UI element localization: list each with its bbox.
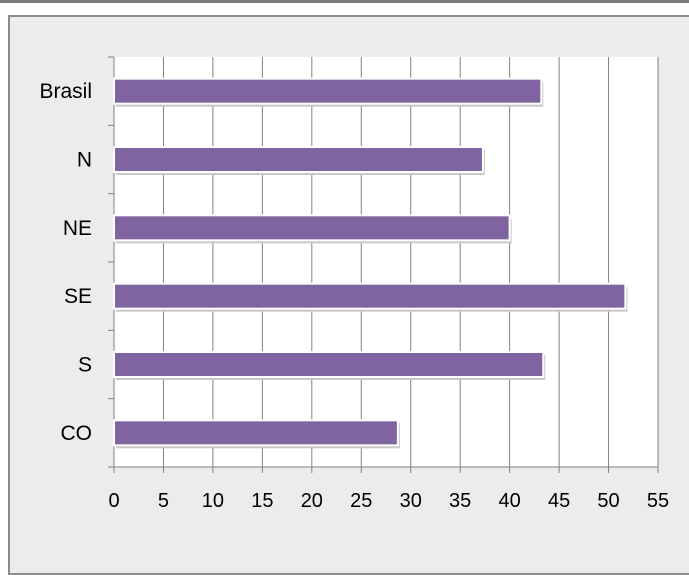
category-label: SE	[64, 285, 92, 308]
bars	[113, 77, 628, 449]
x-tick-label: 40	[499, 490, 521, 512]
axes	[108, 56, 659, 473]
x-tick-label: 0	[108, 490, 119, 512]
bar	[113, 77, 543, 105]
top-border-line	[0, 0, 689, 3]
x-tick-labels: 0 5 10 15 20 25 30 35 40 45 50 55	[108, 490, 669, 512]
category-label: S	[78, 354, 92, 377]
category-label: Brasil	[39, 80, 92, 103]
x-tick-label: 15	[251, 490, 273, 512]
x-tick-label: 25	[350, 490, 372, 512]
x-tick-label: 55	[647, 490, 669, 512]
category-label: CO	[61, 422, 93, 445]
x-tick-label: 5	[158, 490, 169, 512]
category-label: NE	[63, 217, 92, 240]
x-tick-label: 30	[400, 490, 422, 512]
x-tick-label: 45	[548, 490, 570, 512]
x-tick-label: 35	[449, 490, 471, 512]
category-labels: Brasil N NE SE S CO	[39, 80, 92, 445]
plot-area	[114, 57, 658, 467]
category-label: N	[77, 149, 92, 172]
x-tick-label: 20	[301, 490, 323, 512]
gridlines	[162, 57, 659, 467]
bar	[113, 146, 484, 173]
bar	[113, 419, 399, 447]
bar	[113, 214, 511, 242]
x-tick-label: 50	[597, 490, 619, 512]
x-tick-label: 10	[202, 490, 224, 512]
bar	[113, 282, 627, 310]
bar-chart: Brasil N NE SE S CO 0 5 10 15 20 25 30 35 40 45 50 55	[39, 56, 669, 512]
bar	[113, 351, 545, 378]
